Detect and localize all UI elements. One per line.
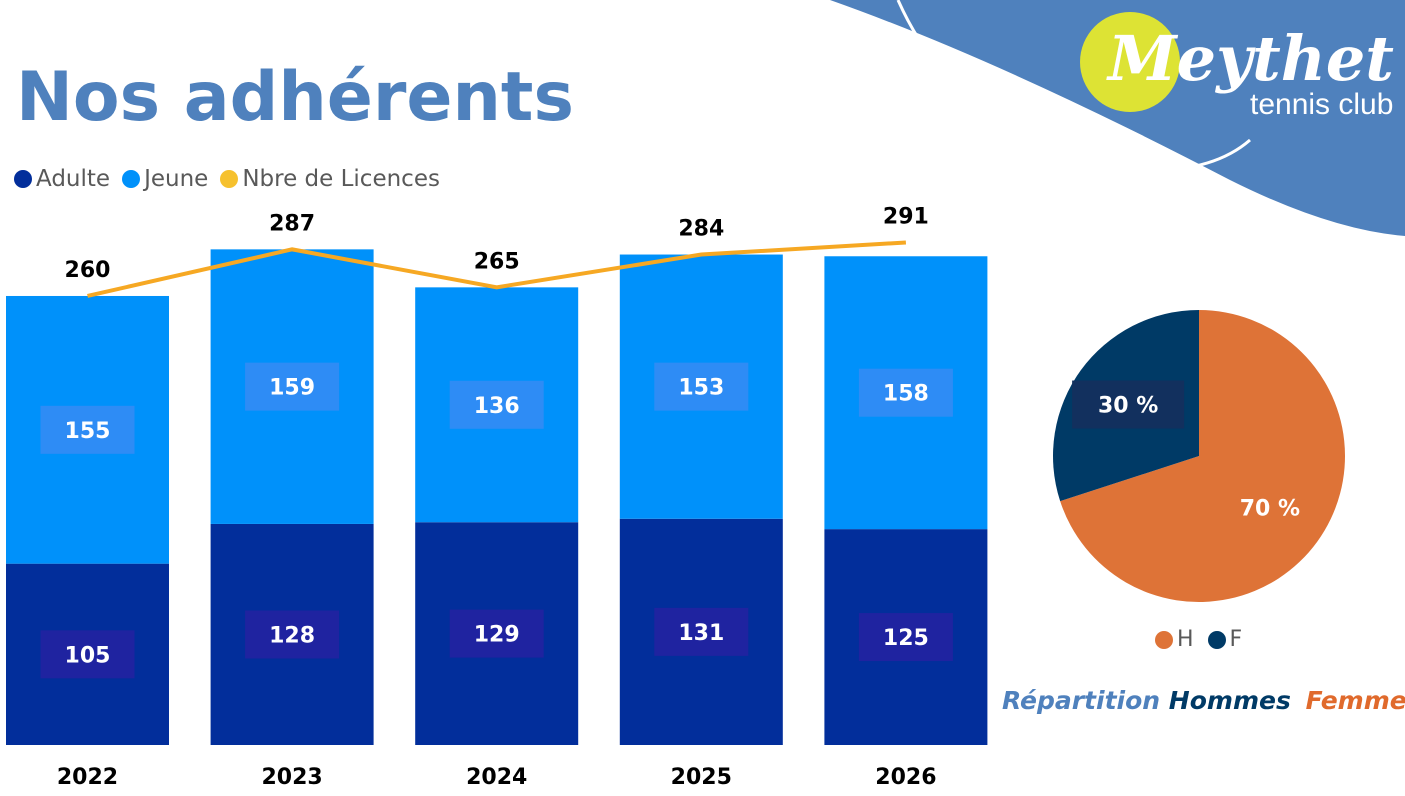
- legend-dot: [122, 170, 141, 188]
- data-label-jeune: 158: [883, 382, 929, 407]
- data-label-adulte: 125: [883, 626, 929, 651]
- pie-data-label: 30 %: [1098, 394, 1158, 419]
- data-label-adulte: 128: [269, 623, 315, 648]
- legend-item-jeune: Jeune: [122, 166, 208, 192]
- page-title: Nos adhérents: [16, 58, 574, 137]
- x-tick-label: 2022: [57, 765, 118, 790]
- pie-legend: H F: [1155, 627, 1242, 652]
- legend-item-adulte: Adulte: [14, 166, 110, 192]
- pie-slice-H: [1060, 310, 1345, 602]
- tennis-ball-icon: [1080, 12, 1180, 112]
- pie-title: Répartition Hommes Femmes: [1002, 686, 1405, 715]
- legend-label: Jeune: [144, 166, 209, 192]
- data-label-box: [858, 368, 953, 417]
- pie-title-part: Femmes: [1305, 686, 1405, 715]
- data-label-box: [654, 607, 749, 656]
- data-label-licences: 284: [678, 217, 724, 242]
- x-tick-label: 2025: [671, 765, 732, 790]
- legend-dot: [220, 170, 239, 188]
- legend-label: H: [1177, 627, 1194, 652]
- logo-subtitle: tennis club: [1250, 88, 1394, 121]
- pie-title-part: Hommes: [1168, 686, 1291, 715]
- legend-label: Nbre de Licences: [242, 166, 440, 192]
- data-label-jeune: 159: [269, 376, 315, 401]
- data-label-licences: 291: [883, 204, 929, 229]
- x-tick-label: 2026: [875, 765, 936, 790]
- data-label-box: [449, 380, 544, 429]
- data-label-jeune: 153: [678, 376, 724, 401]
- data-label-licences: 265: [474, 249, 520, 274]
- data-label-licences: 260: [65, 258, 111, 283]
- data-label-box: [858, 613, 953, 662]
- data-label-box: [1072, 380, 1185, 429]
- legend-label: Adulte: [36, 166, 111, 192]
- data-label-jeune: 155: [65, 419, 111, 444]
- chart-legend: Adulte Jeune Nbre de Licences: [14, 166, 440, 192]
- legend-item-licences: Nbre de Licences: [220, 166, 440, 192]
- legend-dot: [1155, 630, 1173, 649]
- data-label-box: [245, 362, 340, 411]
- pie-legend-item-f: F: [1207, 627, 1243, 652]
- data-label-licences: 287: [269, 211, 315, 236]
- data-label-adulte: 129: [474, 623, 520, 648]
- data-label-jeune: 136: [474, 394, 520, 419]
- data-label-adulte: 105: [65, 643, 111, 668]
- legend-dot: [1207, 630, 1226, 649]
- pie-title-part: Répartition: [1002, 686, 1161, 715]
- data-label-adulte: 131: [678, 621, 724, 646]
- data-label-box: [654, 362, 749, 411]
- pie-legend-item-h: H: [1155, 627, 1194, 652]
- data-label-box: [449, 609, 544, 658]
- line-licences: [87, 240, 907, 298]
- data-label-box: [40, 630, 135, 679]
- logo-name: Meythet: [1108, 22, 1394, 95]
- x-tick-label: 2023: [261, 765, 322, 790]
- legend-dot: [14, 170, 32, 188]
- x-tick-label: 2024: [466, 765, 527, 790]
- data-label-box: [40, 405, 135, 454]
- pie-data-label: 70 %: [1240, 496, 1300, 521]
- legend-label: F: [1229, 627, 1243, 652]
- data-label-box: [245, 610, 340, 659]
